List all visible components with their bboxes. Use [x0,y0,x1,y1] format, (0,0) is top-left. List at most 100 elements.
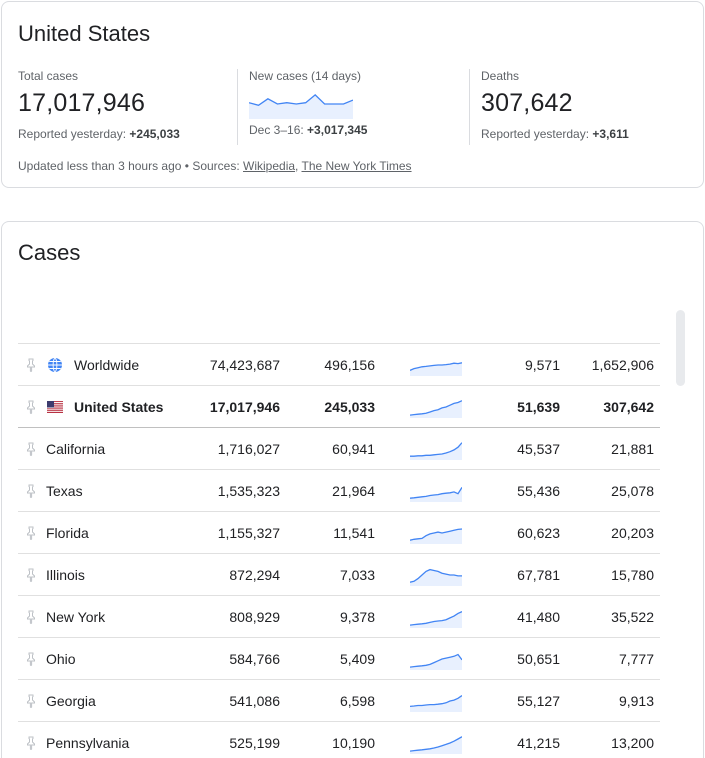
pin-icon[interactable] [25,610,37,624]
deaths-reported: Reported yesterday: +3,611 [481,127,629,141]
table-row[interactable]: California 1,716,027 60,941 45,537 21,881 [18,428,660,470]
total-cases-reported-value: +245,033 [129,127,180,141]
sparkline-line [410,653,462,668]
new-cases-range-label: Dec 3–16: [249,123,304,137]
pin-icon[interactable] [25,442,37,456]
row-new-cases: 496,156 [324,356,375,373]
source-link-wikipedia[interactable]: Wikipedia [243,159,296,173]
stat-divider [237,69,238,145]
sparkline-area [410,442,462,460]
row-location-name[interactable]: California [46,440,106,457]
sparkline-area [410,569,462,586]
row-deaths: 20,203 [611,524,654,541]
table-row[interactable]: United States 17,017,946 245,033 51,639 307,… [18,386,660,428]
deaths-value: 307,642 [481,89,573,117]
total-cases-label: Total cases [18,69,79,83]
row-deaths: 35,522 [611,608,654,625]
table-row[interactable]: Ohio 584,766 5,409 50,651 7,777 [18,638,660,680]
deaths-reported-label: Reported yesterday: [481,127,590,141]
sparkline-line [410,735,462,752]
row-trend-sparkline [410,568,462,586]
row-total-cases: 74,423,687 [209,356,280,373]
pin-icon[interactable] [25,694,37,708]
row-new-cases: 9,378 [339,608,375,625]
row-cases-per-million: 60,623 [517,524,560,541]
globe-icon [48,357,62,372]
pin-icon[interactable] [25,400,37,414]
row-trend-sparkline [410,399,462,418]
new-cases-label: New cases (14 days) [249,69,362,83]
table-row[interactable]: New York 808,929 9,378 41,480 35,522 [18,596,660,638]
row-trend-sparkline [410,486,462,502]
source-separator: , [295,159,302,173]
row-location-name[interactable]: Texas [46,482,83,499]
sparkline-line [410,486,462,499]
table-row[interactable]: Texas 1,535,323 21,964 55,436 25,078 [18,470,660,512]
row-location-name[interactable]: Florida [46,524,89,541]
table-row[interactable]: Illinois 872,294 7,033 67,781 15,780 [18,554,660,596]
row-trend-sparkline [410,735,462,754]
row-deaths: 1,652,906 [591,356,654,373]
cases-table: Worldwide 74,423,687 496,156 9,571 1,652,906… [18,343,660,758]
row-new-cases: 11,541 [333,524,375,541]
location-title: United States [18,21,151,46]
sparkline-area [249,94,353,119]
table-row[interactable]: Pennsylvania 525,199 10,190 41,215 13,200 [18,722,660,758]
row-location-name[interactable]: Pennsylvania [46,734,130,751]
sparkline-line [410,361,462,371]
row-cases-per-million: 55,436 [517,482,560,499]
sparkline-line [410,399,462,416]
pin-icon[interactable] [25,652,37,666]
row-total-cases: 1,716,027 [217,440,280,457]
row-location-name[interactable]: Illinois [46,566,85,583]
new-cases-range-value: +3,017,345 [307,123,368,137]
new-cases-sparkline[interactable] [249,89,353,119]
row-location-name[interactable]: New York [46,608,106,625]
deaths-stat: Deaths 307,642 Reported yesterday: +3,61… [481,69,629,141]
row-deaths: 13,200 [611,734,654,751]
row-total-cases: 1,155,327 [217,524,280,541]
row-cases-per-million: 41,215 [517,734,560,751]
pin-icon[interactable] [25,736,37,750]
pin-icon[interactable] [25,568,37,582]
row-new-cases: 6,598 [339,692,375,709]
new-cases-stat: New cases (14 days) Dec 3–16: +3,017,345 [249,69,367,137]
total-cases-reported: Reported yesterday: +245,033 [18,127,180,141]
update-sources-line: Updated less than 3 hours ago • Sources:… [18,159,412,173]
row-location-name[interactable]: United States [74,398,164,415]
row-total-cases: 525,199 [229,734,280,751]
total-cases-value: 17,017,946 [18,89,146,117]
row-deaths: 21,881 [611,440,654,457]
table-scrollbar[interactable] [676,310,685,386]
total-cases-reported-label: Reported yesterday: [18,127,127,141]
row-deaths: 25,078 [611,482,654,499]
row-cases-per-million: 45,537 [517,440,560,457]
updated-text: Updated less than 3 hours ago • Sources: [18,159,244,173]
sparkline-line [249,94,353,107]
summary-card: United States Total cases 17,017,946 Rep… [1,1,704,188]
row-location-name[interactable]: Georgia [46,692,96,709]
sparkline-line [410,441,462,457]
deaths-label: Deaths [481,69,520,83]
pin-icon[interactable] [25,484,37,498]
source-link-nyt[interactable]: The New York Times [301,159,412,173]
cases-card: Cases Worldwide 74,423,687 496,156 9,571 1,6… [1,221,704,758]
table-row[interactable]: Worldwide 74,423,687 496,156 9,571 1,652,906 [18,344,660,386]
stat-divider [469,69,470,145]
row-location-name[interactable]: Ohio [46,650,76,667]
row-trend-sparkline [410,653,462,670]
table-row[interactable]: Georgia 541,086 6,598 55,127 9,913 [18,680,660,722]
row-new-cases: 21,964 [332,482,375,499]
row-new-cases: 5,409 [339,650,375,667]
deaths-reported-value: +3,611 [592,127,629,141]
pin-icon[interactable] [25,526,37,540]
new-cases-range: Dec 3–16: +3,017,345 [249,123,367,137]
row-trend-sparkline [410,441,462,460]
sparkline-line [410,694,462,707]
table-row[interactable]: Florida 1,155,327 11,541 60,623 20,203 [18,512,660,554]
sparkline-area [410,611,462,628]
row-location-name[interactable]: Worldwide [74,356,140,373]
row-new-cases: 7,033 [339,566,375,583]
pin-icon[interactable] [25,358,37,372]
row-cases-per-million: 50,651 [517,650,560,667]
